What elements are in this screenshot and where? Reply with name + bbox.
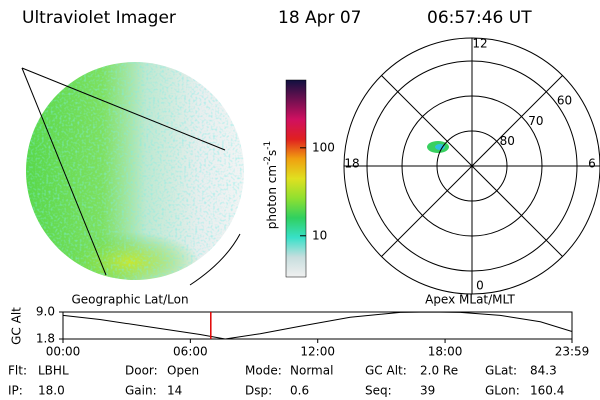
instrument-title: Ultraviolet Imager xyxy=(22,8,176,28)
info-value: LBHL xyxy=(38,364,69,378)
mlt-label: 18 xyxy=(344,157,359,171)
info-label: Mode: xyxy=(245,364,282,378)
y-tick-label: 9.0 xyxy=(36,305,55,319)
y-axis-label: GC Alt xyxy=(10,307,24,345)
x-tick-label: 06:00 xyxy=(173,345,208,359)
altitude-line xyxy=(62,311,573,340)
mlt-label: 6 xyxy=(588,157,596,171)
info-value: 18.0 xyxy=(38,384,65,398)
aurora-core xyxy=(435,144,445,150)
info-label: Seq: xyxy=(365,384,392,398)
info-value: 14 xyxy=(167,384,182,398)
colorbar xyxy=(285,79,307,278)
info-value: 2.0 Re xyxy=(420,364,458,378)
lat-ring xyxy=(436,130,508,202)
lat-label: 80 xyxy=(500,134,515,148)
info-label: GC Alt: xyxy=(365,364,407,378)
info-value: Normal xyxy=(290,364,333,378)
polar-caption: Apex MLat/MLT xyxy=(425,293,515,307)
earth-image xyxy=(26,62,244,280)
lat-label: 70 xyxy=(528,114,543,128)
colorbar-label: photon cm-2s-1 xyxy=(263,141,279,230)
label-text: s xyxy=(265,150,279,156)
label-exp: -1 xyxy=(263,141,273,150)
x-tick-label: 23:59 xyxy=(555,345,590,359)
info-value: 0.6 xyxy=(290,384,309,398)
geo-line xyxy=(21,67,226,151)
geo-arc xyxy=(189,233,241,286)
colorbar-tick-label: 100 xyxy=(312,140,335,154)
polar-spoke xyxy=(471,75,563,167)
x-tick-label: 12:00 xyxy=(300,345,335,359)
mlt-label: 0 xyxy=(476,279,484,293)
info-value: 84.3 xyxy=(530,364,557,378)
info-label: Dsp: xyxy=(245,384,272,398)
polar-spoke xyxy=(381,75,473,167)
polar-plot: 80 70 60 0 6 12 18 xyxy=(343,37,600,295)
lat-ring xyxy=(401,95,543,237)
info-value: 160.4 xyxy=(530,384,564,398)
colorbar-tick-label: 10 xyxy=(312,228,327,242)
info-label: Flt: xyxy=(8,364,27,378)
time: 06:57:46 UT xyxy=(427,8,532,28)
info-label: IP: xyxy=(8,384,23,398)
info-label: Door: xyxy=(125,364,158,378)
geo-line xyxy=(21,67,107,276)
polar-spoke xyxy=(471,165,563,257)
info-label: Gain: xyxy=(125,384,157,398)
speckle xyxy=(26,62,244,280)
lat-label: 60 xyxy=(557,94,572,108)
left-caption: Geographic Lat/Lon xyxy=(71,293,188,307)
polar-spoke xyxy=(381,165,473,257)
info-label: GLon: xyxy=(485,384,520,398)
label-exp: -2 xyxy=(263,156,273,165)
info-label: GLat: xyxy=(485,364,517,378)
lat-ring xyxy=(366,60,578,272)
info-value: 39 xyxy=(420,384,435,398)
info-value: Open xyxy=(167,364,199,378)
x-tick-label: 00:00 xyxy=(46,345,81,359)
x-tick-label: 18:00 xyxy=(428,345,463,359)
date: 18 Apr 07 xyxy=(278,8,361,28)
mlt-label: 12 xyxy=(472,37,487,51)
y-tick-label: 1.8 xyxy=(36,332,55,346)
label-text: photon cm xyxy=(265,165,279,229)
